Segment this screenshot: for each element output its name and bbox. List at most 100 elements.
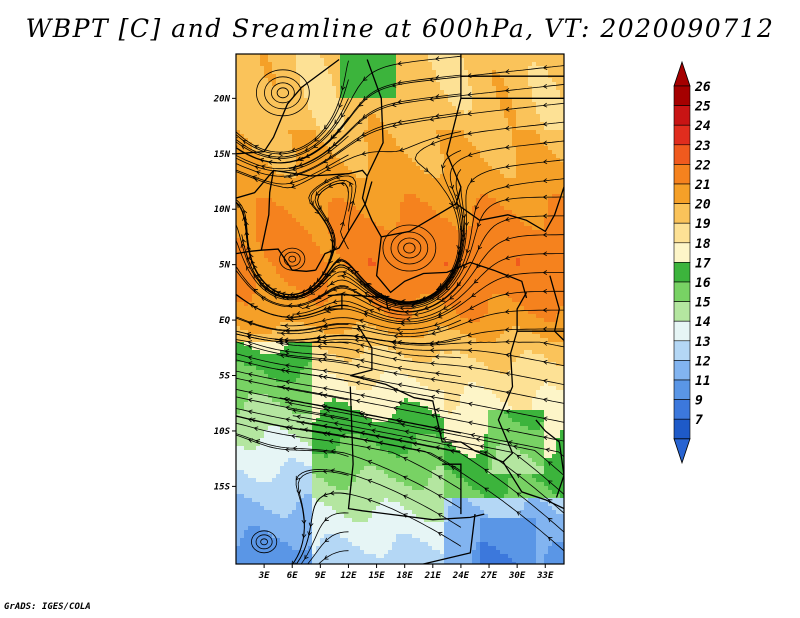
field-cell xyxy=(552,162,557,167)
field-cell xyxy=(432,202,437,207)
field-cell xyxy=(400,202,405,207)
field-cell xyxy=(520,142,525,147)
field-cell xyxy=(424,210,429,215)
field-cell xyxy=(532,202,537,207)
field-cell xyxy=(320,226,325,231)
field-cell xyxy=(360,210,365,215)
field-cell xyxy=(412,130,417,135)
field-cell xyxy=(420,186,425,191)
field-cell xyxy=(408,66,413,71)
field-cell xyxy=(396,190,401,195)
field-cell xyxy=(448,142,453,147)
field-cell xyxy=(300,102,305,107)
field-cell xyxy=(316,270,321,275)
field-cell xyxy=(424,234,429,239)
field-cell xyxy=(384,202,389,207)
field-cell xyxy=(380,58,385,63)
field-cell xyxy=(544,70,549,75)
field-cell xyxy=(532,62,537,67)
field-cell xyxy=(316,58,321,63)
field-cell xyxy=(468,178,473,183)
field-cell xyxy=(524,134,529,139)
field-cell xyxy=(428,258,433,263)
field-cell xyxy=(400,98,405,103)
field-cell xyxy=(420,294,425,299)
field-cell xyxy=(468,78,473,83)
field-cell xyxy=(520,174,525,179)
field-cell xyxy=(312,54,317,59)
field-cell xyxy=(516,190,521,195)
field-cell xyxy=(240,214,245,219)
field-cell xyxy=(524,270,529,275)
field-cell xyxy=(432,134,437,139)
field-cell xyxy=(360,126,365,131)
field-cell xyxy=(552,282,557,287)
field-cell xyxy=(312,222,317,227)
field-cell xyxy=(476,190,481,195)
field-cell xyxy=(540,110,545,115)
field-cell xyxy=(364,82,369,87)
field-cell xyxy=(452,70,457,75)
field-cell xyxy=(520,134,525,139)
field-cell xyxy=(552,90,557,95)
field-cell xyxy=(456,186,461,191)
field-cell xyxy=(448,242,453,247)
field-cell xyxy=(496,134,501,139)
field-cell xyxy=(416,218,421,223)
field-cell xyxy=(276,70,281,75)
field-cell xyxy=(476,182,481,187)
field-cell xyxy=(440,78,445,83)
field-cell xyxy=(300,66,305,71)
field-cell xyxy=(328,102,333,107)
field-cell xyxy=(364,58,369,63)
field-cell xyxy=(484,222,489,227)
field-cell xyxy=(316,182,321,187)
field-cell xyxy=(496,158,501,163)
field-cell xyxy=(308,214,313,219)
field-cell xyxy=(352,62,357,67)
field-cell xyxy=(316,218,321,223)
field-cell xyxy=(404,266,409,271)
field-cell xyxy=(484,150,489,155)
field-cell xyxy=(416,258,421,263)
field-cell xyxy=(528,122,533,127)
field-cell xyxy=(396,110,401,115)
field-cell xyxy=(468,194,473,199)
field-cell xyxy=(308,62,313,67)
field-cell xyxy=(272,74,277,79)
field-cell xyxy=(528,266,533,271)
field-cell xyxy=(276,122,281,127)
field-cell xyxy=(276,258,281,263)
field-cell xyxy=(512,150,517,155)
field-cell xyxy=(300,270,305,275)
field-cell xyxy=(248,242,253,247)
field-cell xyxy=(288,86,293,91)
field-cell xyxy=(312,262,317,267)
field-cell xyxy=(320,178,325,183)
field-cell xyxy=(348,138,353,143)
field-cell xyxy=(484,122,489,127)
field-cell xyxy=(256,194,261,199)
field-cell xyxy=(504,194,509,199)
field-cell xyxy=(424,166,429,171)
field-cell xyxy=(480,290,485,295)
field-cell xyxy=(340,238,345,243)
field-cell xyxy=(340,70,345,75)
field-cell xyxy=(460,270,465,275)
field-cell xyxy=(348,106,353,111)
field-cell xyxy=(272,98,277,103)
field-cell xyxy=(444,266,449,271)
field-cell xyxy=(288,258,293,263)
field-cell xyxy=(516,242,521,247)
field-cell xyxy=(468,246,473,251)
field-cell xyxy=(460,282,465,287)
field-cell xyxy=(540,246,545,251)
field-cell xyxy=(356,258,361,263)
field-cell xyxy=(356,102,361,107)
field-cell xyxy=(400,206,405,211)
field-cell xyxy=(552,166,557,171)
field-cell xyxy=(448,122,453,127)
field-cell xyxy=(484,162,489,167)
field-cell xyxy=(340,214,345,219)
field-cell xyxy=(276,246,281,251)
